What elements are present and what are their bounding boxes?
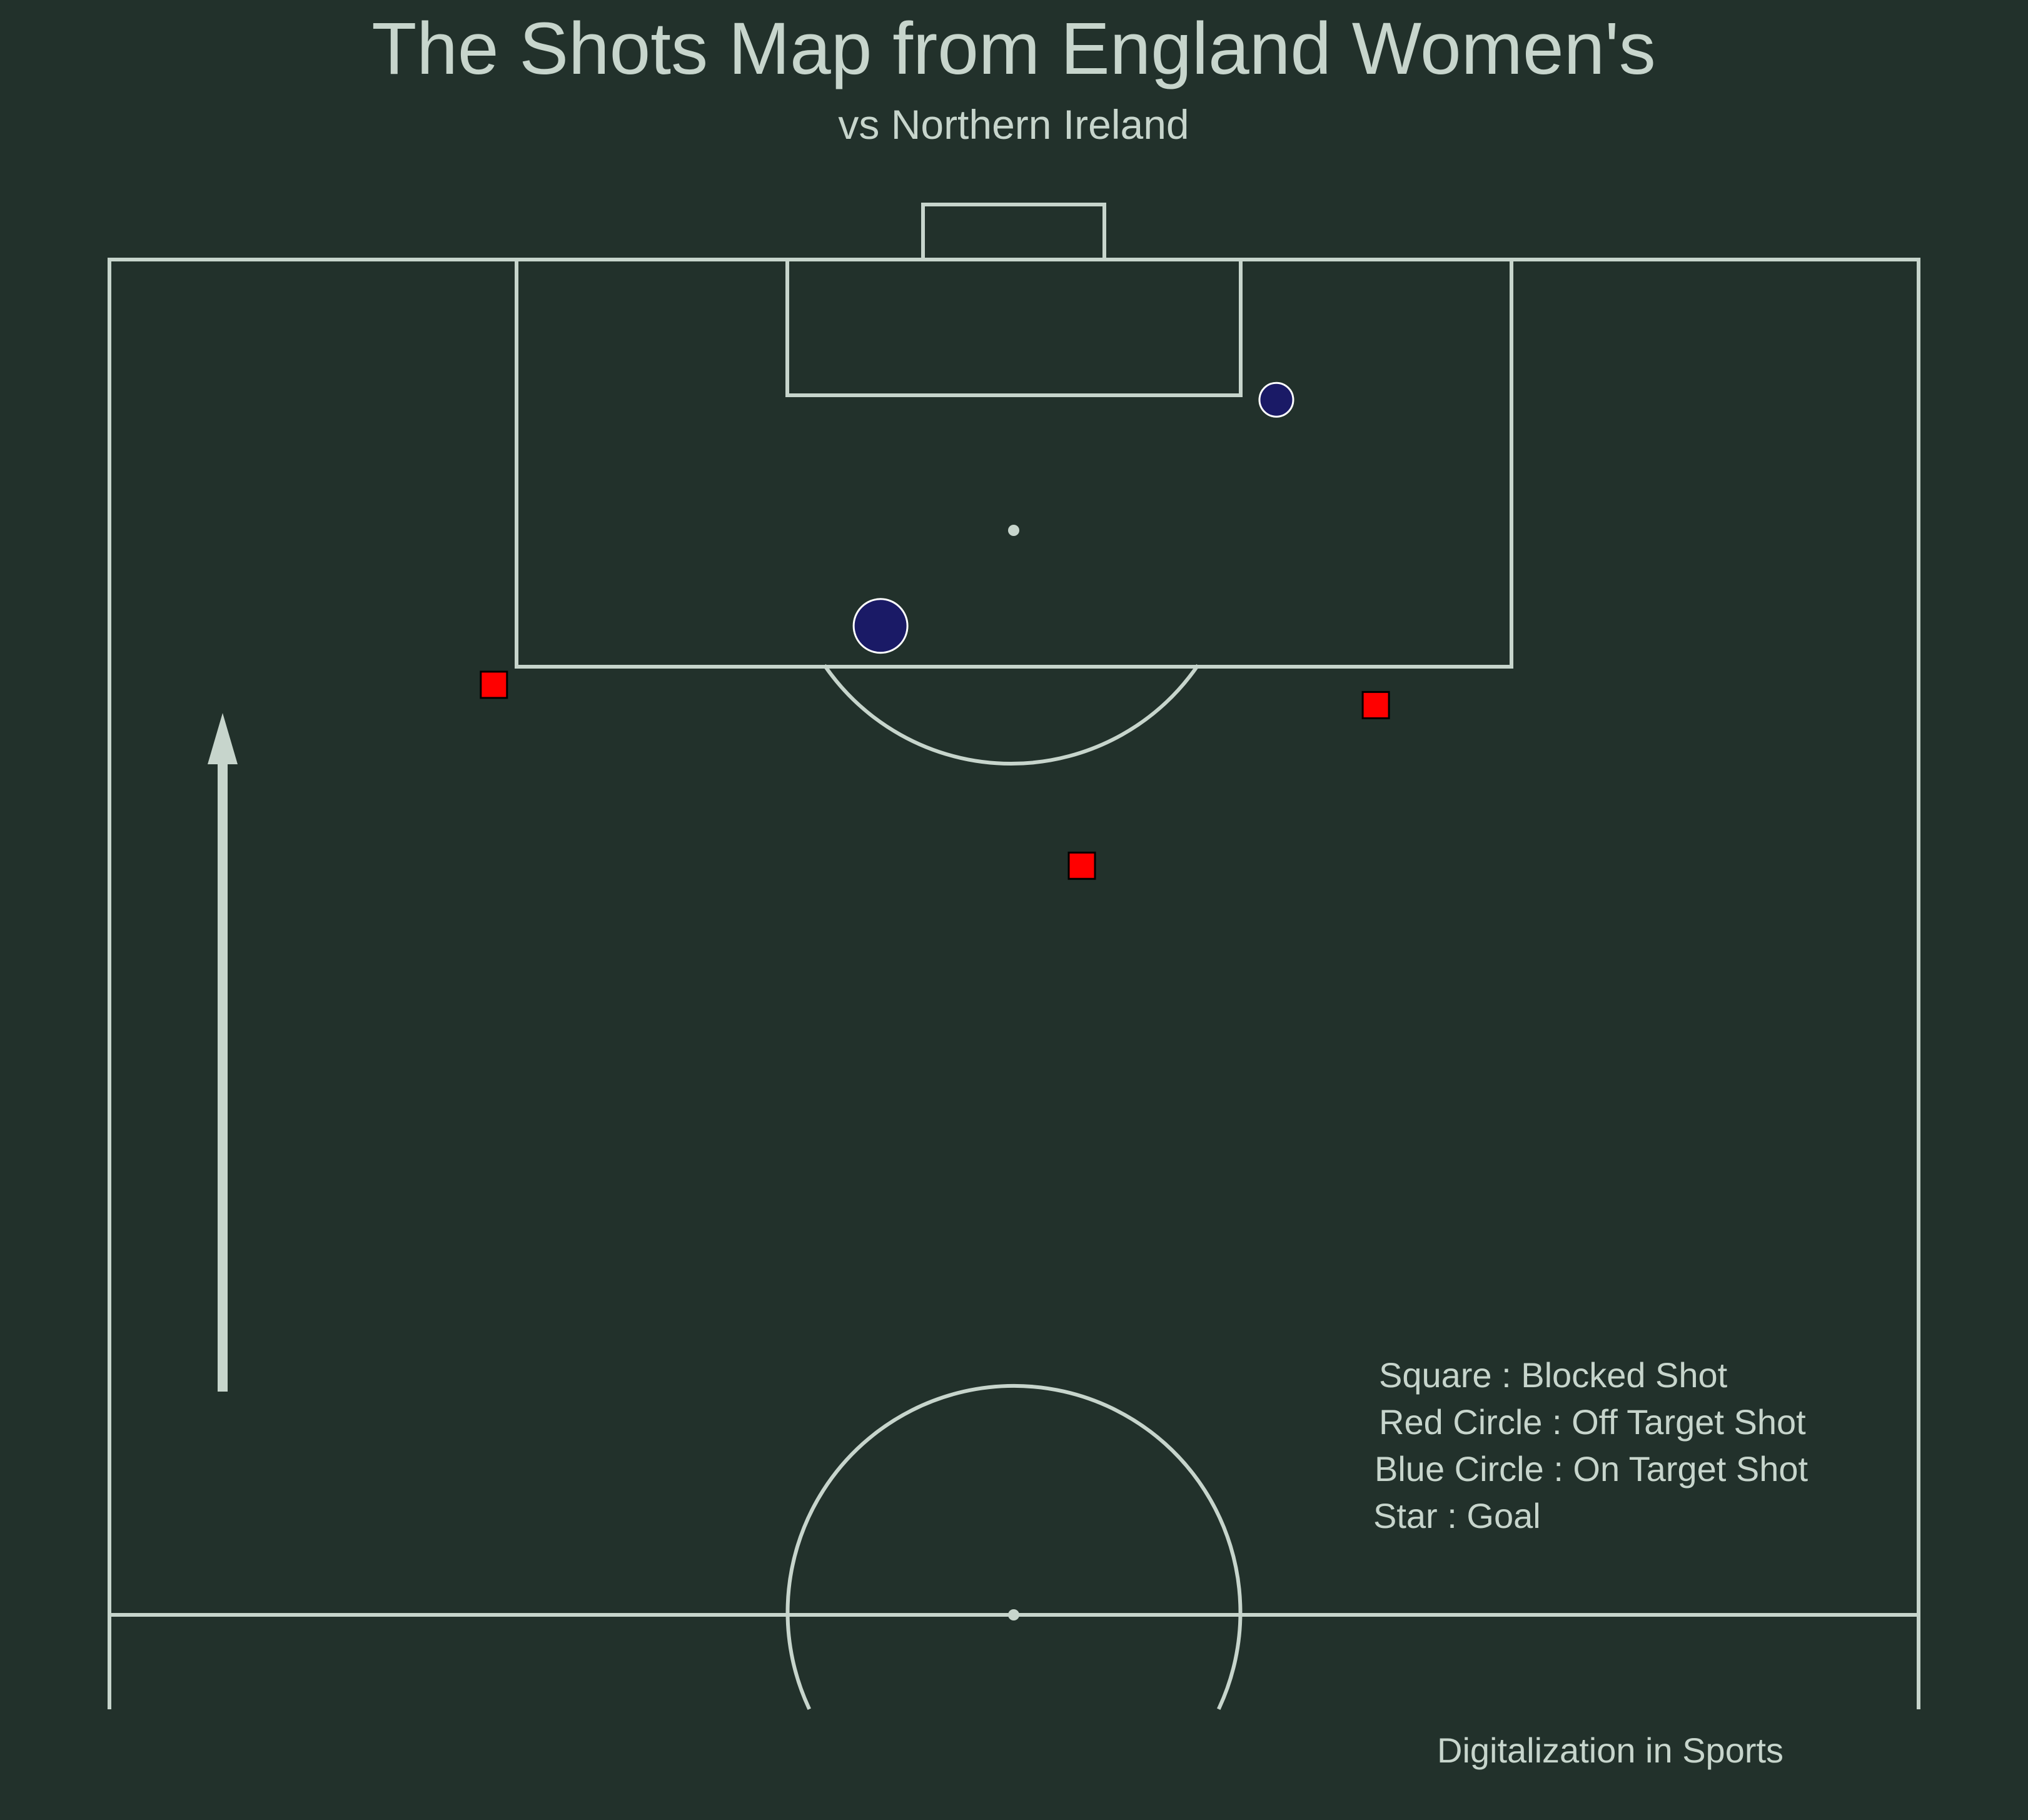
credit-text: Digitalization in Sports xyxy=(1437,1731,1783,1770)
shot-marker-blocked xyxy=(1067,851,1096,880)
center-circle xyxy=(785,1383,1243,1710)
arrow-head-icon xyxy=(208,713,238,764)
shot-marker-blocked xyxy=(480,670,508,699)
shot-marker-on-target xyxy=(852,598,909,654)
attack-direction-arrow xyxy=(208,713,238,1392)
center-spot xyxy=(1008,1609,1019,1620)
shot-marker-blocked xyxy=(1361,690,1390,719)
goal xyxy=(921,203,1106,261)
penalty-arc xyxy=(822,664,1200,766)
shot-marker-on-target xyxy=(1258,382,1294,418)
legend-entry-off-target: Red Circle : Off Target Shot xyxy=(1379,1402,1806,1442)
chart-title: The Shots Map from England Women's xyxy=(371,8,1656,90)
legend: Square : Blocked Shot Red Circle : Off T… xyxy=(1373,1355,1809,1535)
penalty-spot xyxy=(1008,525,1019,536)
legend-entry-blocked: Square : Blocked Shot xyxy=(1379,1355,1728,1395)
legend-entry-on-target: Blue Circle : On Target Shot xyxy=(1375,1449,1809,1489)
legend-entry-goal: Star : Goal xyxy=(1373,1496,1541,1535)
shot-markers xyxy=(480,382,1390,880)
pitch xyxy=(108,203,1920,1710)
chart-subtitle: vs Northern Ireland xyxy=(838,101,1189,148)
